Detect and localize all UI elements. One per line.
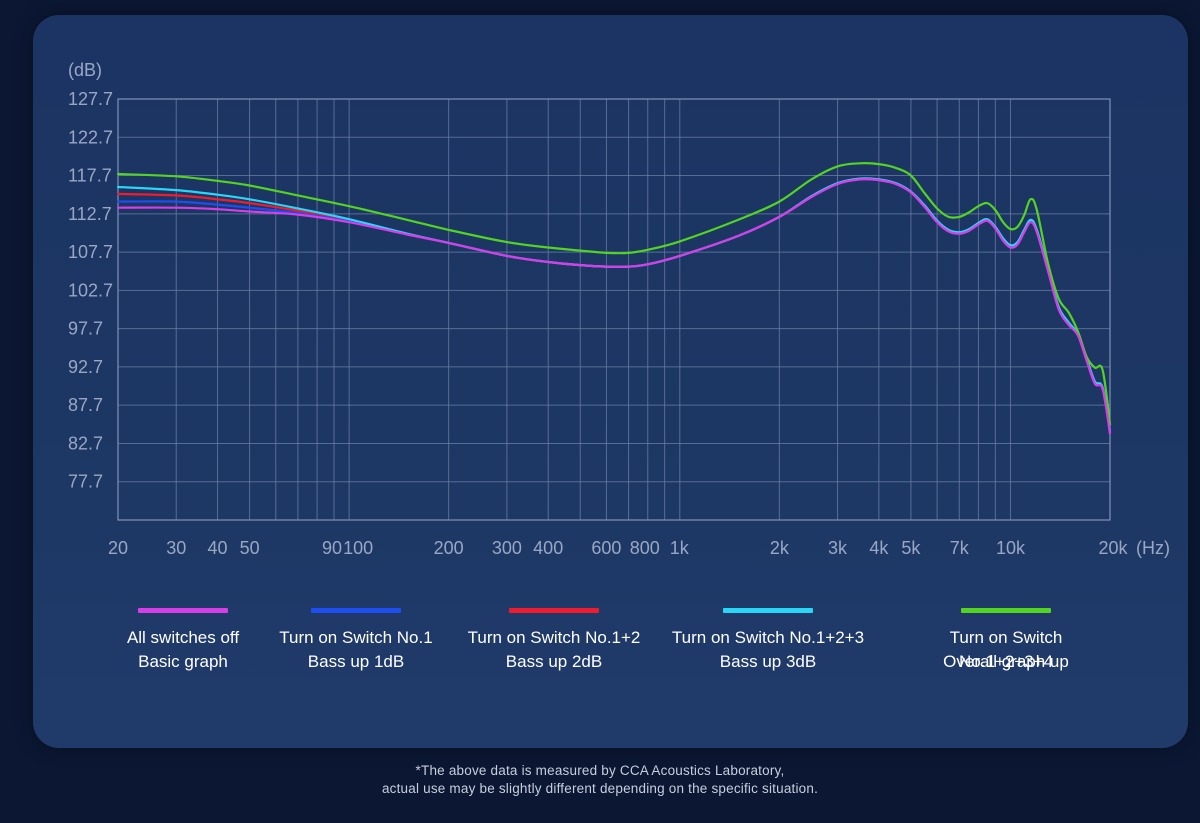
x-tick-label: 200 bbox=[434, 538, 464, 558]
x-tick-label: 20k bbox=[1098, 538, 1128, 558]
x-tick-label: 300 bbox=[492, 538, 522, 558]
y-tick-label: 127.7 bbox=[68, 89, 113, 109]
x-axis-ticks: 20 30 40 50 90 100 200 300 400 600 800 1k 2k 3k 4k 5k 7k… bbox=[108, 538, 1129, 558]
grid-lines bbox=[118, 98, 1110, 520]
y-tick-label: 87.7 bbox=[68, 395, 103, 415]
y-tick-label: 102.7 bbox=[68, 280, 113, 300]
y-tick-label: 117.7 bbox=[68, 166, 112, 186]
x-tick-label: 100 bbox=[343, 538, 373, 558]
legend-series-description: Bass up 2dB bbox=[505, 652, 603, 671]
legend-series-description: Bass up 3dB bbox=[719, 652, 817, 671]
y-tick-label: 92.7 bbox=[68, 357, 103, 377]
x-tick-label: 3k bbox=[828, 538, 848, 558]
legend-series-name: Turn on Switch No.1+2+3+4 bbox=[949, 628, 1063, 671]
x-tick-label: 1k bbox=[670, 538, 690, 558]
series-lines bbox=[116, 162, 1112, 435]
x-tick-label: 20 bbox=[108, 538, 128, 558]
legend-swatch bbox=[961, 608, 1051, 613]
y-tick-label: 107.7 bbox=[68, 242, 113, 262]
y-tick-label: 77.7 bbox=[68, 472, 103, 492]
x-tick-label: 90 bbox=[322, 538, 342, 558]
y-axis-ticks: 127.7 122.7 117.7 112.7 107.7 102.7 97.7 92.7 87… bbox=[68, 89, 113, 492]
x-tick-label: 10k bbox=[996, 538, 1026, 558]
footnote-line-1: *The above data is measured by CCA Acous… bbox=[415, 763, 785, 778]
y-tick-label: 82.7 bbox=[68, 433, 103, 453]
series-line-1 bbox=[116, 178, 1112, 435]
x-tick-label: 600 bbox=[591, 538, 621, 558]
legend-swatch bbox=[138, 608, 228, 613]
plot-frame bbox=[117, 98, 1111, 521]
x-axis-label: (Hz) bbox=[1136, 538, 1170, 558]
legend-series-name: Turn on Switch No.1 bbox=[279, 628, 433, 647]
legend-series-name: All switches off bbox=[126, 628, 240, 647]
legend-series-name: Turn on Switch No.1+2 bbox=[467, 628, 641, 647]
x-tick-label: 4k bbox=[869, 538, 889, 558]
x-tick-label: 400 bbox=[533, 538, 563, 558]
x-tick-label: 5k bbox=[901, 538, 921, 558]
y-tick-label: 112.7 bbox=[68, 204, 112, 224]
legend-series-description: Overall graph up bbox=[943, 652, 1069, 671]
legend-swatch bbox=[311, 608, 401, 613]
footnote-line-2: actual use may be slightly different dep… bbox=[381, 781, 819, 796]
legend-series-description: Basic graph bbox=[138, 652, 228, 671]
x-tick-label: 50 bbox=[240, 538, 260, 558]
y-tick-label: 122.7 bbox=[68, 127, 113, 147]
series-line-5 bbox=[116, 162, 1112, 426]
x-tick-label: 7k bbox=[950, 538, 970, 558]
legend-swatch bbox=[509, 608, 599, 613]
x-tick-label: 2k bbox=[770, 538, 790, 558]
legend-swatch bbox=[723, 608, 813, 613]
plot-border bbox=[117, 98, 1111, 521]
x-tick-label: 40 bbox=[208, 538, 228, 558]
x-tick-label: 800 bbox=[630, 538, 660, 558]
y-axis-label: (dB) bbox=[68, 60, 102, 80]
legend-series-name: Turn on Switch No.1+2+3 bbox=[671, 628, 865, 647]
legend-series-description: Bass up 1dB bbox=[307, 652, 405, 671]
x-tick-label: 30 bbox=[166, 538, 186, 558]
y-tick-label: 97.7 bbox=[68, 319, 103, 339]
